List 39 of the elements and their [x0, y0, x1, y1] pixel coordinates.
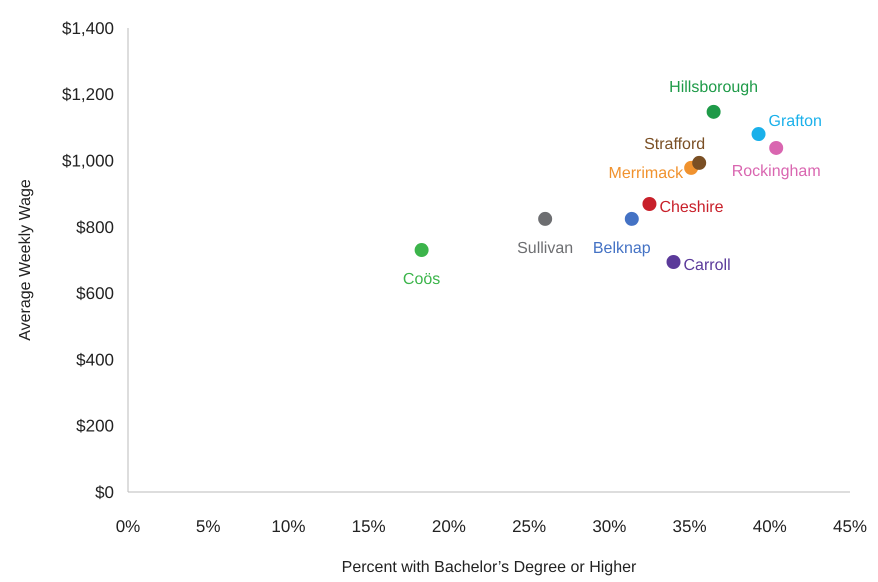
point — [666, 254, 681, 269]
point — [414, 243, 429, 258]
point — [706, 104, 721, 119]
series-label: Merrimack — [608, 164, 684, 182]
x-axis-title: Percent with Bachelor’s Degree or Higher — [342, 559, 637, 576]
y-tick-label: $600 — [76, 284, 114, 304]
x-tick-label: 45% — [832, 517, 868, 536]
series-label: Belknap — [592, 240, 651, 257]
y-tick-label: $400 — [76, 350, 114, 370]
y-tick-label: $1,200 — [62, 85, 114, 104]
x-tick-label: 30% — [592, 517, 626, 536]
y-tick-label: $1,000 — [62, 152, 114, 171]
point — [769, 140, 784, 155]
series-label: Sullivan — [517, 240, 574, 257]
series-label: Coös — [402, 271, 440, 288]
series-label: Hillsborough — [669, 78, 758, 96]
x-tick-label: 15% — [352, 517, 386, 536]
x-tick-label: 25% — [512, 517, 546, 536]
x-tick-label: 0% — [116, 517, 140, 536]
y-tick-label: $800 — [76, 218, 114, 237]
series-label: Carroll — [684, 256, 731, 274]
x-tick-label: 10% — [271, 517, 306, 536]
y-tick-label: $1,400 — [62, 18, 114, 38]
y-tick-label: $0 — [95, 482, 114, 502]
x-tick-label: 20% — [432, 517, 466, 536]
series-label: Strafford — [644, 136, 706, 153]
point — [538, 212, 552, 226]
x-tick-label: 40% — [752, 517, 787, 536]
point — [642, 196, 656, 211]
point — [752, 127, 766, 142]
y-tick-label: $200 — [76, 416, 114, 436]
series-label: Rockingham — [732, 162, 821, 180]
point — [624, 212, 639, 226]
x-tick-label: 35% — [672, 517, 707, 536]
x-tick-label: 5% — [196, 517, 221, 536]
y-axis-title: Average Weekly Wage — [17, 179, 34, 341]
series-label: Grafton — [768, 113, 822, 130]
series-label: Cheshire — [659, 198, 724, 216]
point — [692, 156, 706, 170]
